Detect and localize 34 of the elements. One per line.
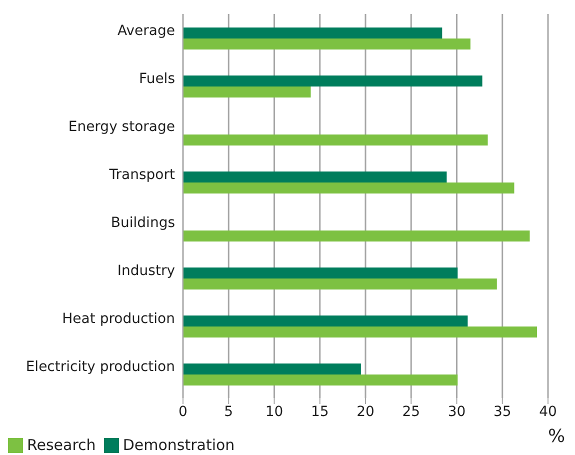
bar: [183, 267, 458, 278]
y-tick-label: Average: [118, 22, 175, 39]
x-tick-label: 40: [539, 404, 557, 420]
x-tick-label: 5: [224, 404, 234, 420]
bar: [183, 171, 447, 182]
x-tick-label: 25: [402, 404, 420, 420]
y-tick-label: Buildings: [110, 214, 175, 231]
legend-label: Demonstration: [122, 436, 235, 454]
bar: [183, 38, 470, 50]
x-tick-label: 15: [310, 404, 329, 420]
x-tick-label: 0: [178, 404, 188, 420]
bar: [183, 75, 482, 86]
y-tick-label: Energy storage: [68, 118, 175, 135]
bar: [183, 182, 514, 194]
bar: [183, 326, 538, 338]
y-tick-label: Transport: [108, 166, 176, 183]
bar: [183, 278, 497, 290]
x-tick-label: 20: [356, 404, 374, 420]
bar: [183, 230, 530, 242]
bar: [183, 374, 458, 386]
y-tick-label: Industry: [117, 262, 175, 279]
legend-label: Research: [27, 436, 96, 454]
y-tick-label: Heat production: [62, 310, 175, 327]
x-tick-label: 30: [448, 404, 466, 420]
x-tick-label: 35: [493, 404, 512, 420]
bar: [183, 134, 488, 146]
bar: [183, 363, 361, 374]
y-tick-label: Electricity production: [26, 358, 175, 375]
x-tick-label: 10: [265, 404, 284, 420]
y-tick-label: Fuels: [139, 70, 175, 87]
bar: [183, 315, 468, 326]
x-axis-title: %: [548, 426, 566, 447]
bar: [183, 27, 442, 38]
bar: [183, 86, 311, 98]
